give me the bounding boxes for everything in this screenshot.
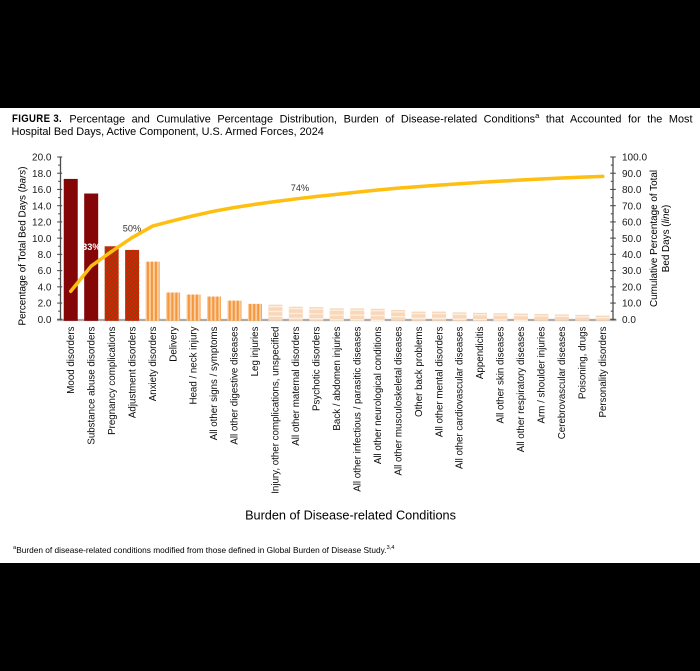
svg-text:18.0: 18.0 bbox=[32, 169, 52, 180]
svg-text:Appendicitis: Appendicitis bbox=[475, 326, 486, 379]
svg-text:8.0: 8.0 bbox=[38, 250, 52, 261]
svg-text:40.0: 40.0 bbox=[622, 250, 642, 261]
svg-text:Injury, other complications, u: Injury, other complications, unspecified bbox=[271, 327, 282, 494]
svg-text:All other skin diseases: All other skin diseases bbox=[496, 326, 507, 423]
svg-text:Head / neck injury: Head / neck injury bbox=[189, 326, 200, 404]
svg-text:Leg injuries: Leg injuries bbox=[250, 326, 261, 376]
svg-text:33%: 33% bbox=[82, 242, 100, 252]
svg-text:Anxiety disorders: Anxiety disorders bbox=[148, 326, 159, 401]
svg-text:16.0: 16.0 bbox=[32, 185, 52, 196]
svg-text:All other cardiovascular disea: All other cardiovascular diseases bbox=[455, 326, 466, 469]
svg-text:Delivery: Delivery bbox=[168, 326, 179, 361]
svg-text:50.0: 50.0 bbox=[622, 234, 642, 245]
svg-text:20.0: 20.0 bbox=[622, 282, 642, 293]
svg-text:Percentage of Total Bed Days (: Percentage of Total Bed Days (bars) bbox=[18, 166, 29, 325]
svg-text:0.0: 0.0 bbox=[38, 315, 52, 326]
svg-text:4.0: 4.0 bbox=[38, 282, 52, 293]
svg-text:All other infectious / parasit: All other infectious / parasitic disease… bbox=[352, 326, 363, 491]
svg-text:Poisoning, drugs: Poisoning, drugs bbox=[578, 326, 589, 399]
svg-text:10.0: 10.0 bbox=[622, 299, 642, 310]
svg-text:50%: 50% bbox=[123, 223, 141, 233]
svg-text:Other back problems: Other back problems bbox=[414, 326, 425, 417]
svg-text:90.0: 90.0 bbox=[622, 169, 642, 180]
svg-text:All other signs / symptoms: All other signs / symptoms bbox=[209, 326, 220, 440]
svg-text:Psychotic disorders: Psychotic disorders bbox=[311, 326, 322, 411]
svg-text:Burden of Disease-related Cond: Burden of Disease-related Conditions bbox=[245, 509, 456, 523]
svg-text:Back / abdomen injuries: Back / abdomen injuries bbox=[332, 326, 343, 430]
svg-text:All other mental disorders: All other mental disorders bbox=[434, 326, 445, 437]
svg-text:Adjustment disorders: Adjustment disorders bbox=[127, 326, 138, 418]
svg-text:Personality disorders: Personality disorders bbox=[598, 326, 609, 417]
svg-text:12.0: 12.0 bbox=[32, 218, 52, 229]
svg-text:All other neurological conditi: All other neurological conditions bbox=[373, 326, 384, 464]
svg-text:30.0: 30.0 bbox=[622, 266, 642, 277]
svg-text:Cumulative Percentage of Total: Cumulative Percentage of Total bbox=[649, 170, 660, 307]
svg-text:Cerebrovascular diseases: Cerebrovascular diseases bbox=[557, 326, 568, 439]
svg-text:All other maternal disorders: All other maternal disorders bbox=[291, 326, 302, 445]
svg-text:60.0: 60.0 bbox=[622, 218, 642, 229]
svg-text:74%: 74% bbox=[291, 183, 309, 193]
svg-text:Arm / shoulder injuries: Arm / shoulder injuries bbox=[537, 326, 548, 423]
svg-text:All other musculoskeletal dise: All other musculoskeletal diseases bbox=[393, 326, 404, 475]
svg-text:10.0: 10.0 bbox=[32, 234, 52, 245]
svg-text:Bed Days (line): Bed Days (line) bbox=[661, 205, 672, 273]
svg-text:20.0: 20.0 bbox=[32, 153, 52, 164]
svg-text:All other digestive diseases: All other digestive diseases bbox=[230, 326, 241, 444]
svg-text:2.0: 2.0 bbox=[38, 299, 52, 310]
svg-text:All other respiratory diseases: All other respiratory diseases bbox=[516, 326, 527, 452]
svg-text:100.0: 100.0 bbox=[622, 153, 647, 164]
svg-text:0.0: 0.0 bbox=[622, 315, 636, 326]
svg-text:80.0: 80.0 bbox=[622, 185, 642, 196]
svg-text:Substance abuse disorders: Substance abuse disorders bbox=[86, 326, 97, 444]
svg-text:Mood disorders: Mood disorders bbox=[66, 326, 77, 393]
svg-text:6.0: 6.0 bbox=[38, 266, 52, 277]
svg-text:Pregnancy complications: Pregnancy complications bbox=[107, 326, 118, 435]
svg-text:70.0: 70.0 bbox=[622, 201, 642, 212]
svg-text:14.0: 14.0 bbox=[32, 201, 52, 212]
